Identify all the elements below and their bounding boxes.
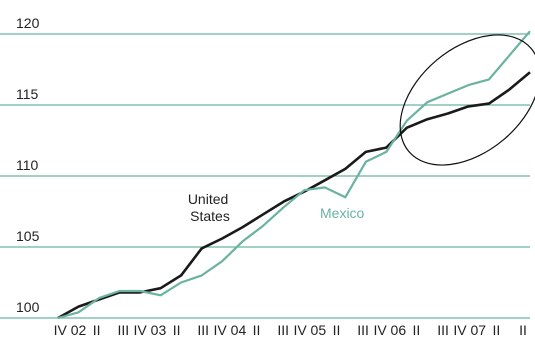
x-tick-label: III [197,322,209,338]
y-tick-label: 120 [16,15,40,31]
series-label-mexico: Mexico [320,205,365,221]
x-tick-label: IV 03 [134,322,167,338]
series-label-united-states: United States [188,191,232,224]
x-tick-label: III [357,322,369,338]
x-axis-ticks: IV 02 II III IV 03 II III IV 04 II III IV 05 II III… [54,322,527,338]
x-tick-label: II [253,322,261,338]
highlight-ellipse [399,34,535,166]
series-label-united-states-line2: States [190,208,230,224]
series-layer [57,30,531,320]
x-tick-label: II [519,322,527,338]
x-tick-label: IV 07 [453,322,486,338]
y-tick-label: 110 [16,157,39,173]
y-tick-label: 100 [16,299,40,315]
x-tick-label: II [413,322,421,338]
x-tick-label: II [93,322,101,338]
gridlines [0,33,530,319]
series-line-mexico [57,30,531,320]
x-tick-label: IV 06 [373,322,406,338]
x-tick-label: II [493,322,501,338]
x-tick-label: IV 02 [54,322,87,338]
y-axis-ticks: 100 105 110 115 120 [16,15,40,315]
x-tick-label: III [277,322,289,338]
series-label-united-states-line1: United [188,191,228,207]
y-tick-label: 115 [16,86,39,102]
x-tick-label: IV 05 [293,322,326,338]
x-tick-label: III [117,322,129,338]
x-tick-label: IV 04 [214,322,247,338]
series-line-united-states [57,71,531,320]
y-tick-label: 105 [16,228,40,244]
x-tick-label: II [333,322,341,338]
x-tick-label: II [173,322,181,338]
x-tick-label: III [437,322,449,338]
